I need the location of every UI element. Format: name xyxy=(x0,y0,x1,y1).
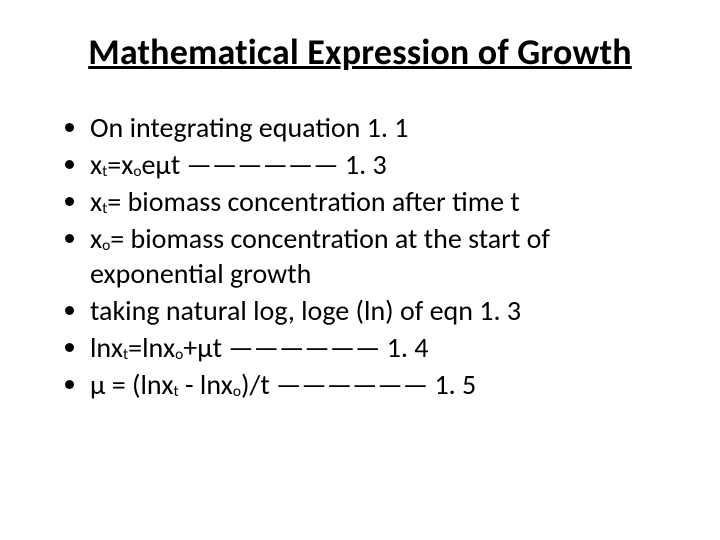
list-item: lnxt=lnxo+μt —————— 1. 4 xyxy=(90,330,672,365)
bullet-list: On integrating equation 1. 1 xt=xoeμt ——… xyxy=(48,110,672,402)
list-item: μ = (lnxt - lnxo)/t —————— 1. 5 xyxy=(90,367,672,402)
slide-title: Mathematical Expression of Growth xyxy=(48,30,672,74)
list-item: xt=xoeμt —————— 1. 3 xyxy=(90,147,672,182)
list-item: xo= biomass concentration at the start o… xyxy=(90,221,672,291)
list-item: xt= biomass concentration after time t xyxy=(90,184,672,219)
list-item: On integrating equation 1. 1 xyxy=(90,110,672,145)
slide: Mathematical Expression of Growth On int… xyxy=(0,0,720,540)
list-item: taking natural log, loge (ln) of eqn 1. … xyxy=(90,293,672,328)
